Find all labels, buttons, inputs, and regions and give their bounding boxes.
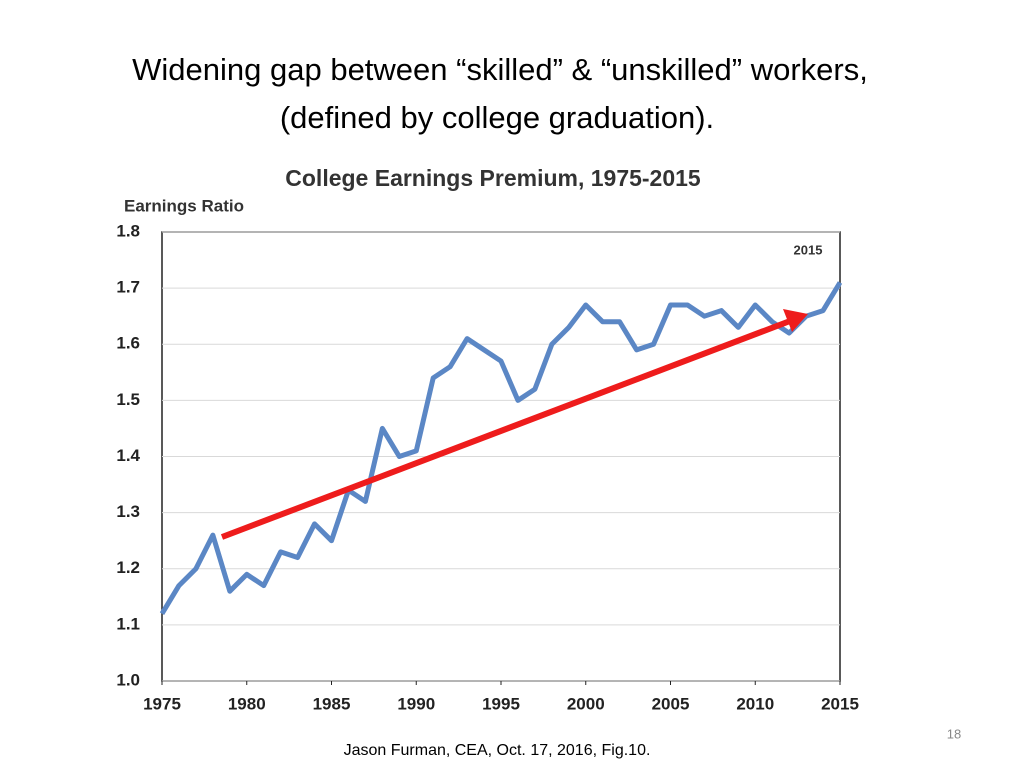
x-tick-label: 1985	[313, 694, 351, 713]
footer: Jason Furman, CEA, Oct. 17, 2016, Fig.10…	[344, 742, 651, 759]
x-tick-label: 1990	[397, 694, 435, 713]
y-tick-label: 1.1	[116, 614, 140, 633]
y-tick-label: 1.2	[116, 558, 140, 577]
page-number: 18	[947, 726, 961, 741]
chart-title: College Earnings Premium, 1975-2015	[285, 165, 701, 191]
y-tick-label: 1.5	[116, 390, 140, 409]
slide-title: Widening gap between “skilled” & “unskil…	[132, 52, 868, 87]
trend-arrow	[220, 318, 792, 540]
x-tick-label: 1975	[143, 694, 181, 713]
plot	[159, 231, 843, 682]
y-tick-label: 1.6	[116, 334, 140, 353]
y-tick-label: 1.8	[116, 221, 140, 240]
slide-title: (defined by college graduation).	[280, 100, 714, 135]
x-tick-label: 1980	[228, 694, 266, 713]
x-tick-label: 2005	[652, 694, 690, 713]
x-tick-label: 2010	[736, 694, 774, 713]
y-tick-label: 1.4	[116, 446, 140, 465]
data-line	[159, 281, 843, 615]
x-tick-label: 2015	[821, 694, 859, 713]
y-tick-label: 1.0	[116, 670, 140, 689]
y-axis-label: Earnings Ratio	[124, 196, 244, 215]
x-tick-label: 1995	[482, 694, 520, 713]
y-tick-label: 1.7	[116, 278, 140, 297]
x-tick-label: 2000	[567, 694, 605, 713]
arrow-head	[783, 309, 808, 332]
y-tick-label: 1.3	[116, 502, 140, 521]
annotation: 2015	[794, 242, 823, 257]
